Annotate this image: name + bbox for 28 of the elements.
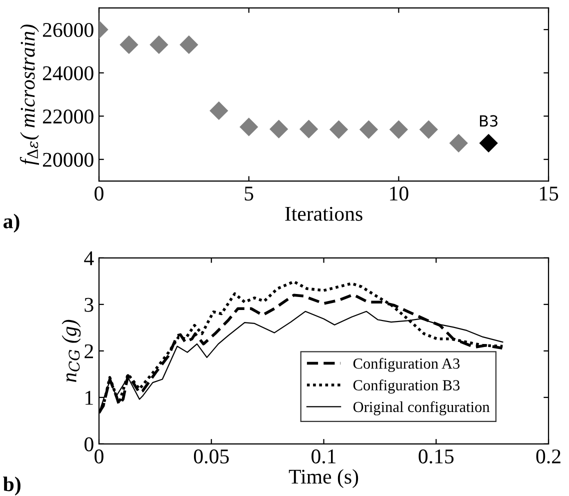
y-tick-label: 2 <box>84 344 93 358</box>
x-tick-label: 10 <box>390 186 408 201</box>
x-tick-label: 5 <box>244 186 254 201</box>
x-axis-title: Iterations <box>285 206 362 221</box>
y-tick-label: 3 <box>84 298 94 312</box>
legend-label: Configuration B3 <box>353 380 460 394</box>
y-tick-label: 4 <box>84 251 94 266</box>
x-tick-label: 0.05 <box>194 449 229 464</box>
text: b) <box>3 476 20 496</box>
annotation: B3 <box>480 115 498 127</box>
legend-label: Configuration A3 <box>353 358 460 372</box>
x-tick-label: 0.1 <box>312 449 336 464</box>
x-tick-label: 0 <box>94 186 104 201</box>
y-tick-label: 24000 <box>42 66 94 80</box>
x-tick-label: 0 <box>94 449 104 464</box>
y-tick-label: 22000 <box>42 110 94 124</box>
x-tick-label: 15 <box>540 186 558 201</box>
x-tick-label: 0.2 <box>536 449 560 464</box>
y-axis-title: n$_{CG}$ (g) <box>62 320 81 382</box>
x-tick-label: 0.15 <box>418 449 454 464</box>
text: a) <box>4 214 20 233</box>
y-tick-label: 0 <box>84 437 94 452</box>
x-axis-title: Time (s) <box>288 469 358 488</box>
y-tick-label: 20000 <box>42 152 94 167</box>
y-tick-label: 1 <box>86 390 93 405</box>
y-axis-title: f$_{Δε}$( microstrain) <box>20 24 40 165</box>
y-tick-label: 26000 <box>42 22 94 38</box>
legend-label: Original configuration <box>353 401 490 416</box>
